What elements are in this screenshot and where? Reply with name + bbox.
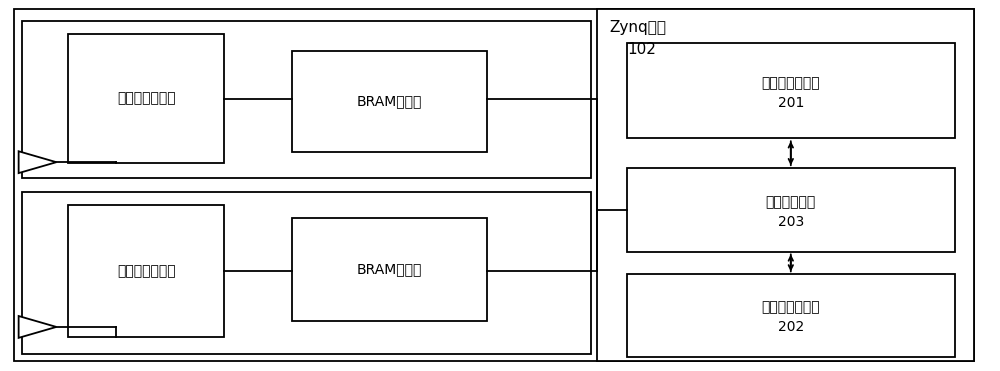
Text: 202: 202 xyxy=(778,321,804,334)
Polygon shape xyxy=(19,316,56,338)
Text: 201: 201 xyxy=(778,96,804,109)
Text: BRAM控制器: BRAM控制器 xyxy=(357,262,422,276)
Bar xyxy=(292,51,487,152)
Text: 块存储器发生器: 块存储器发生器 xyxy=(117,92,175,106)
Bar xyxy=(292,218,487,321)
Bar xyxy=(22,21,591,178)
Text: BRAM控制器: BRAM控制器 xyxy=(357,95,422,109)
Text: 数据缓冲模块: 数据缓冲模块 xyxy=(766,195,816,209)
Text: 处理器系统模块: 处理器系统模块 xyxy=(761,301,820,315)
Bar xyxy=(627,274,955,357)
Text: 块存储器发生器: 块存储器发生器 xyxy=(117,264,175,278)
Bar xyxy=(597,9,974,361)
Text: 可编程逻辑模块: 可编程逻辑模块 xyxy=(761,76,820,90)
Bar xyxy=(627,43,955,138)
Bar xyxy=(68,34,224,163)
Bar xyxy=(68,205,224,337)
Text: 102: 102 xyxy=(627,42,656,56)
Polygon shape xyxy=(19,151,56,173)
Bar xyxy=(627,168,955,252)
Text: 203: 203 xyxy=(778,215,804,229)
Text: Zynq芯片: Zynq芯片 xyxy=(609,20,666,35)
Bar xyxy=(22,192,591,354)
